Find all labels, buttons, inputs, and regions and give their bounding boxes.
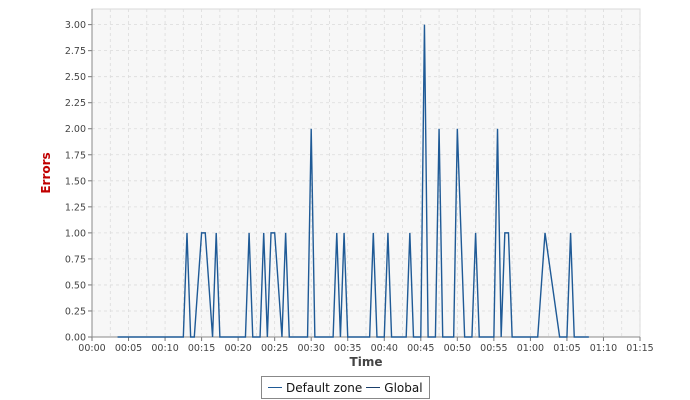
grid <box>91 9 641 338</box>
legend: Default zone Global <box>261 376 430 399</box>
y-tick-label: 0.25 <box>65 306 86 317</box>
y-tick-label: 2.00 <box>65 124 86 135</box>
x-tick-label: 01:10 <box>590 343 617 354</box>
x-tick-label: 00:30 <box>298 343 325 354</box>
x-tick-label: 00:20 <box>224 343 251 354</box>
y-tick-label: 0.50 <box>65 280 86 291</box>
x-tick-label: 00:50 <box>444 343 471 354</box>
legend-label-default-zone: Default zone <box>286 380 363 395</box>
legend-item-global: Global <box>366 380 423 395</box>
x-tick-label: 00:35 <box>334 343 361 354</box>
x-tick-label: 00:00 <box>78 343 105 354</box>
x-tick-label: 00:45 <box>407 343 434 354</box>
x-tick-label: 00:55 <box>480 343 507 354</box>
x-tick-label: 00:05 <box>115 343 142 354</box>
x-tick-label: 01:00 <box>517 343 544 354</box>
series-line-default-zone <box>117 24 589 338</box>
legend-swatch-default-zone <box>268 387 282 388</box>
series <box>117 24 589 338</box>
y-tick-label: 1.75 <box>65 150 86 161</box>
x-tick-label: 01:15 <box>626 343 653 354</box>
y-tick-label: 0.75 <box>65 254 86 265</box>
y-tick-label: 2.50 <box>65 72 86 83</box>
legend-item-default-zone: Default zone <box>268 381 362 395</box>
x-tick-label: 00:10 <box>151 343 178 354</box>
x-tick-label: 00:25 <box>261 343 288 354</box>
legend-swatch-global <box>366 387 381 388</box>
y-tick-label: 0.00 <box>65 333 86 344</box>
x-axis-title: Time <box>350 355 383 369</box>
y-tick-label: 1.50 <box>65 176 86 187</box>
y-tick-label: 1.00 <box>65 228 86 239</box>
y-axis-title: Errors <box>39 152 53 193</box>
y-tick-label: 2.75 <box>65 46 86 57</box>
legend-label-global: Global <box>384 380 423 395</box>
x-tick-label: 00:15 <box>188 343 215 354</box>
y-tick-label: 3.00 <box>65 20 86 31</box>
x-tick-label: 01:05 <box>553 343 580 354</box>
y-tick-label: 1.25 <box>65 202 86 213</box>
tick-labels: 0.00 0.25 0.50 0.75 1.00 1.25 1.50 1.75 2.00 2.25… <box>65 20 654 354</box>
y-tick-label: 2.25 <box>65 98 86 109</box>
x-tick-label: 00:40 <box>371 343 398 354</box>
